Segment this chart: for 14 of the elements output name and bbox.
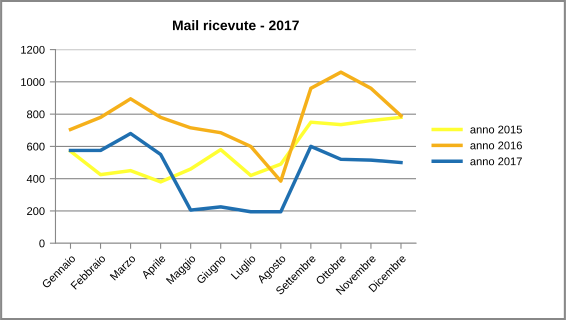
legend-label: anno 2016 [470, 142, 522, 150]
y-tick-label: 800 [27, 110, 45, 118]
legend-label: anno 2015 [470, 126, 522, 134]
y-tick-label: 1000 [21, 78, 45, 86]
y-tick-label: 0 [39, 239, 45, 248]
legend-label: anno 2017 [470, 157, 522, 166]
line-series [68, 70, 403, 183]
y-tick-label: 400 [26, 174, 45, 183]
line-series [68, 132, 403, 214]
chart-title: Mail ricevute - 2017 [172, 20, 299, 30]
line-series [68, 116, 403, 184]
y-tick-label: 200 [27, 207, 45, 216]
y-tick-label: 600 [27, 142, 45, 151]
y-tick-label: 1200 [21, 46, 45, 54]
